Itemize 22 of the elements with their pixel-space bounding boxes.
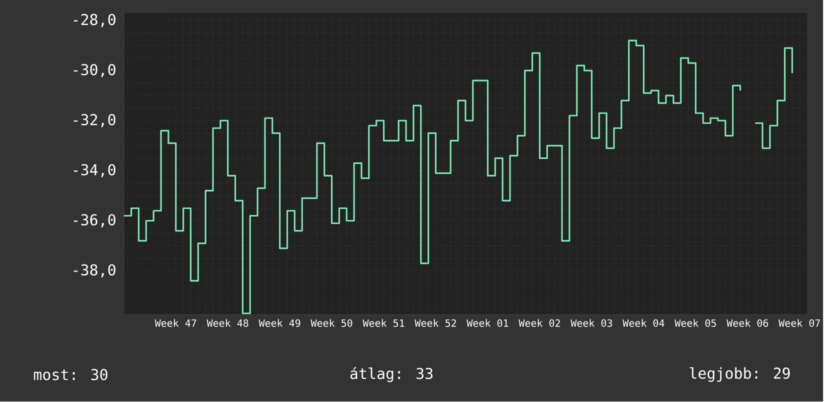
x-tick-label: Week 01 <box>466 319 508 328</box>
x-tick-label: Week 02 <box>518 319 560 328</box>
y-tick-label: -36,0 <box>74 214 116 228</box>
y-tick-label: -34,0 <box>74 164 116 178</box>
x-tick-label: Week 49 <box>258 319 300 328</box>
x-tick-label: Week 52 <box>414 319 456 328</box>
x-tick-label: Week 07 <box>778 319 820 328</box>
y-tick-label: -32,0 <box>74 114 116 128</box>
text: most: 30 <box>34 369 108 380</box>
x-tick-label: Week 06 <box>726 319 768 328</box>
x-tick-label: Week 50 <box>310 319 352 328</box>
text: átlag: 33 <box>350 367 433 382</box>
x-tick-label: Week 04 <box>622 319 664 328</box>
x-tick-label: Week 48 <box>206 319 248 328</box>
x-tick-label: Week 05 <box>674 319 716 328</box>
y-tick-label: -38,0 <box>74 264 116 278</box>
y-tick-label: -30,0 <box>74 64 116 78</box>
x-tick-label: Week 03 <box>570 319 612 328</box>
x-tick-label: Week 51 <box>362 319 404 328</box>
text: legjobb: 29 <box>690 367 790 382</box>
y-tick-label: -28,0 <box>74 14 116 28</box>
x-tick-label: Week 47 <box>154 319 196 328</box>
